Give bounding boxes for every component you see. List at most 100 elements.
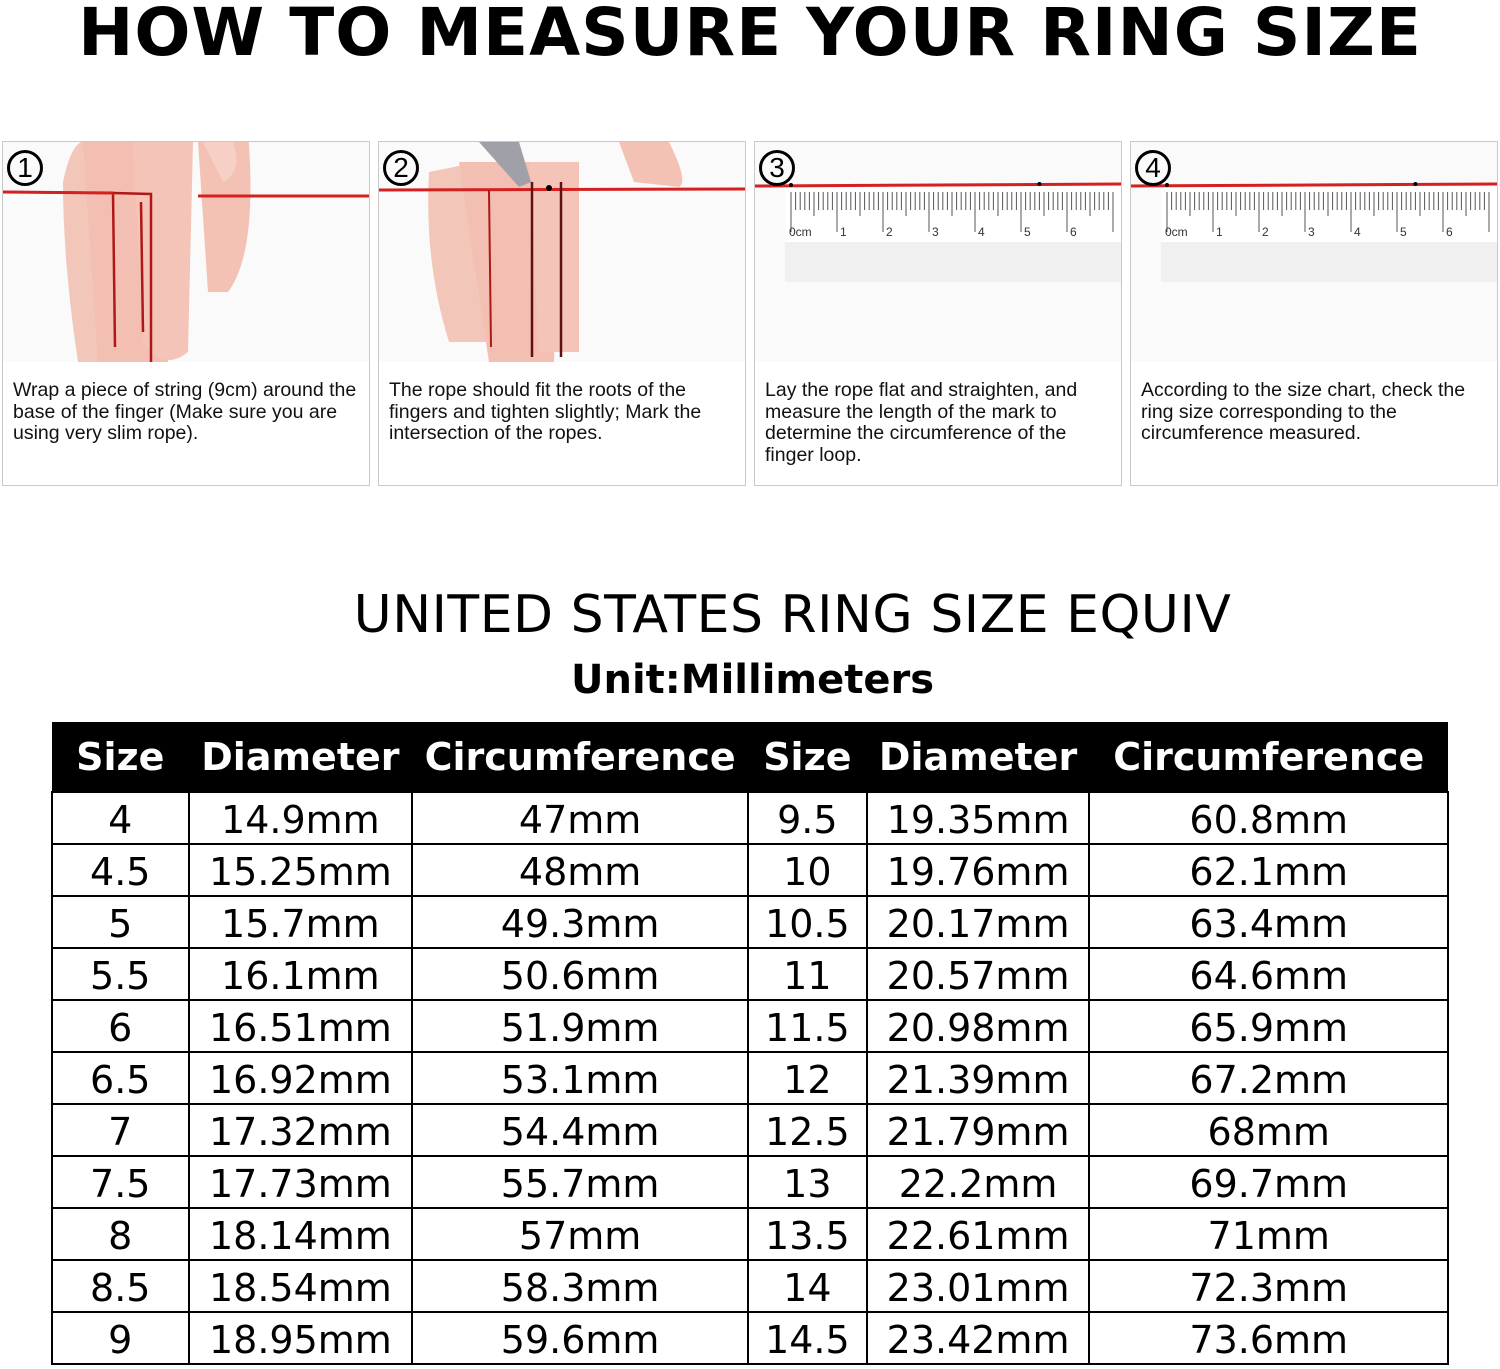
ruler-label: 1 <box>1216 225 1223 239</box>
ruler-shadow <box>785 242 1121 282</box>
table-row: 8.5 18.54mm 58.3mm 14 23.01mm 72.3mm <box>51 1259 1449 1313</box>
string-mark <box>1037 182 1042 186</box>
ruler-label: 4 <box>1354 225 1361 239</box>
step-1-panel: 1 Wrap a piece of string (9cm) around th… <box>2 141 370 486</box>
table-cell: 20.17mm <box>865 895 1091 949</box>
step-description: Wrap a piece of string (9cm) around the … <box>13 379 357 444</box>
table-cell: 8.5 <box>51 1259 190 1313</box>
table-cell: 23.01mm <box>865 1259 1091 1313</box>
table-cell: 10 <box>747 843 868 897</box>
hand-mark-intersection-image: 2 <box>379 142 745 362</box>
ruler-label: 2 <box>886 225 893 239</box>
table-cell: 6 <box>51 999 190 1053</box>
table-cell: 21.79mm <box>865 1103 1091 1157</box>
table-cell: 53.1mm <box>411 1051 749 1105</box>
table-cell: 20.57mm <box>865 947 1091 1001</box>
step-number-badge: 4 <box>1135 150 1171 186</box>
unit-label: Unit:Millimeters <box>570 657 935 703</box>
string-line <box>755 182 1121 188</box>
table-cell: 5 <box>51 895 190 949</box>
step-description: Lay the rope flat and straighten, and me… <box>765 379 1078 466</box>
table-cell: 73.6mm <box>1088 1311 1449 1365</box>
table-cell: 54.4mm <box>411 1103 749 1157</box>
table-cell: 7.5 <box>51 1155 190 1209</box>
table-cell: 55.7mm <box>411 1155 749 1209</box>
step-number-badge: 1 <box>7 150 43 186</box>
table-cell: 14.5 <box>747 1311 868 1365</box>
table-cell: 15.25mm <box>187 843 414 897</box>
ruler-shadow <box>1161 242 1497 282</box>
hand-wrap-string-image: 1 <box>3 142 369 362</box>
table-cell: 16.92mm <box>187 1051 414 1105</box>
ruler-body <box>1161 187 1497 242</box>
ruler-label: 6 <box>1070 225 1077 239</box>
table-row: 5.5 16.1mm 50.6mm 11 20.57mm 64.6mm <box>51 947 1449 1001</box>
table-row: 6.5 16.92mm 53.1mm 12 21.39mm 67.2mm <box>51 1051 1449 1105</box>
table-cell: 13.5 <box>747 1207 868 1261</box>
table-cell: 22.2mm <box>865 1155 1091 1209</box>
ruler-image: 0cm 1 2 3 4 5 6 3 <box>755 142 1121 362</box>
table-cell: 60.8mm <box>1088 791 1449 845</box>
step-number-badge: 3 <box>759 150 795 186</box>
table-cell: 16.1mm <box>187 947 414 1001</box>
table-cell: 22.61mm <box>865 1207 1091 1261</box>
table-cell: 64.6mm <box>1088 947 1449 1001</box>
table-cell: 11.5 <box>747 999 868 1053</box>
table-header-row: Size Diameter Circumference Size Diameter Cir… <box>52 722 1448 792</box>
table-cell: 62.1mm <box>1088 843 1449 897</box>
ring-size-table: Size Diameter Circumference Size Diameter Cir… <box>51 722 1449 1365</box>
table-cell: 69.7mm <box>1088 1155 1449 1209</box>
table-cell: 5.5 <box>51 947 190 1001</box>
column-header: Diameter <box>188 722 413 792</box>
ruler-body <box>785 187 1121 242</box>
table-cell: 48mm <box>411 843 749 897</box>
ruler-label: 3 <box>932 225 939 239</box>
step-3-panel: 0cm 1 2 3 4 5 6 3 Lay the rope flat and straig… <box>754 141 1122 486</box>
table-cell: 14 <box>747 1259 868 1313</box>
ruler-label: 5 <box>1400 225 1407 239</box>
table-cell: 17.32mm <box>187 1103 414 1157</box>
table-cell: 23.42mm <box>865 1311 1091 1365</box>
table-cell: 49.3mm <box>411 895 749 949</box>
string-mark <box>1165 183 1169 187</box>
step-4-panel: 0cm 1 2 3 4 5 6 4 According to the size chart,… <box>1130 141 1498 486</box>
column-header: Circumference <box>1089 722 1448 792</box>
table-cell: 71mm <box>1088 1207 1449 1261</box>
table-cell: 14.9mm <box>187 791 414 845</box>
table-cell: 15.7mm <box>187 895 414 949</box>
ruler-label: 6 <box>1446 225 1453 239</box>
table-cell: 10.5 <box>747 895 868 949</box>
table-cell: 63.4mm <box>1088 895 1449 949</box>
table-cell: 8 <box>51 1207 190 1261</box>
table-cell: 50.6mm <box>411 947 749 1001</box>
ruler-label: 5 <box>1024 225 1031 239</box>
table-cell: 59.6mm <box>411 1311 749 1365</box>
table-cell: 57mm <box>411 1207 749 1261</box>
column-header: Size <box>748 722 867 792</box>
table-cell: 9 <box>51 1311 190 1365</box>
step-description: According to the size chart, check the r… <box>1141 379 1466 444</box>
table-cell: 12 <box>747 1051 868 1105</box>
table-cell: 58.3mm <box>411 1259 749 1313</box>
table-row: 4.5 15.25mm 48mm 10 19.76mm 62.1mm <box>51 843 1449 897</box>
column-header: Size <box>52 722 189 792</box>
step-number-badge: 2 <box>383 150 419 186</box>
table-cell: 16.51mm <box>187 999 414 1053</box>
ruler-image: 0cm 1 2 3 4 5 6 4 <box>1131 142 1497 362</box>
table-cell: 4 <box>51 791 190 845</box>
table-cell: 11 <box>747 947 868 1001</box>
table-cell: 65.9mm <box>1088 999 1449 1053</box>
table-cell: 7 <box>51 1103 190 1157</box>
table-cell: 6.5 <box>51 1051 190 1105</box>
table-row: 8 18.14mm 57mm 13.5 22.61mm 71mm <box>51 1207 1449 1261</box>
table-cell: 20.98mm <box>865 999 1091 1053</box>
table-row: 7.5 17.73mm 55.7mm 13 22.2mm 69.7mm <box>51 1155 1449 1209</box>
table-cell: 19.35mm <box>865 791 1091 845</box>
table-row: 6 16.51mm 51.9mm 11.5 20.98mm 65.9mm <box>51 999 1449 1053</box>
table-cell: 9.5 <box>747 791 868 845</box>
table-row: 4 14.9mm 47mm 9.5 19.35mm 60.8mm <box>51 791 1449 845</box>
ruler-label: 3 <box>1308 225 1315 239</box>
ruler-label: 0cm <box>789 225 812 239</box>
table-cell: 47mm <box>411 791 749 845</box>
string-mark <box>789 183 793 187</box>
